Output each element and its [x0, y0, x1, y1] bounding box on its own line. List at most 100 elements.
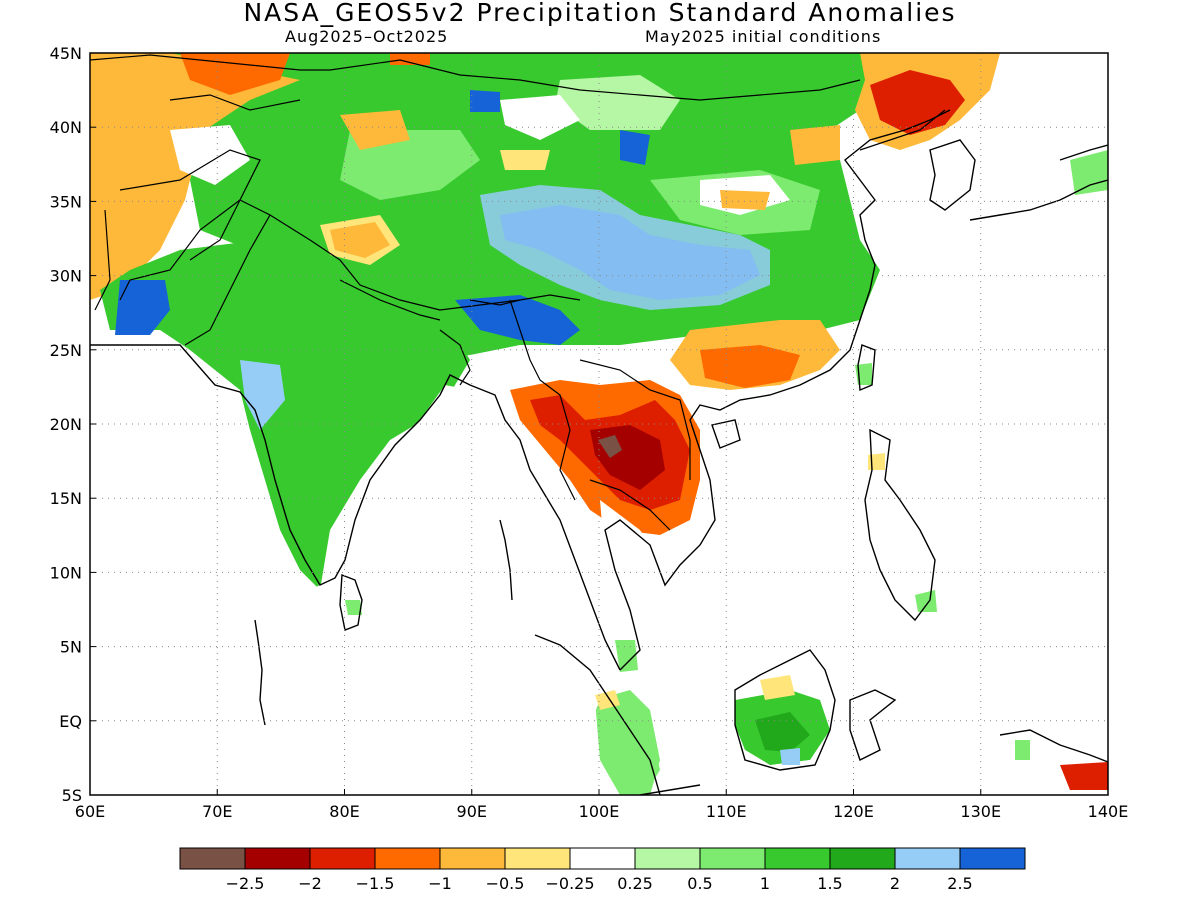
sumatra-field	[605, 700, 660, 795]
map-title: NASA_GEOS5v2 Precipitation Standard Anom…	[243, 0, 957, 27]
java-coast	[639, 784, 701, 795]
lon-tick-label: 70E	[202, 802, 232, 821]
anomaly-region-india-wet	[100, 240, 470, 590]
sumatra-coast	[534, 634, 661, 795]
border-china-korea	[859, 109, 946, 151]
new-guinea-coast	[999, 729, 1108, 763]
border-kazakh	[90, 54, 330, 71]
india-coast	[90, 344, 621, 671]
anomaly-region-neutral-1	[500, 95, 580, 140]
legend-label: −2.5	[226, 874, 265, 893]
legend-swatch	[699, 847, 766, 870]
borneo-wet-core	[755, 712, 810, 752]
maldives	[254, 619, 266, 726]
legend-label: 2	[890, 874, 900, 893]
bay-of-bengal	[330, 385, 600, 795]
legend-swatch	[309, 847, 376, 870]
lat-tick-label: 20N	[50, 415, 82, 434]
legend-label: −1	[428, 874, 452, 893]
lon-tick-label: 140E	[1088, 802, 1129, 821]
lat-tick-label: 15N	[50, 489, 82, 508]
andaman	[499, 519, 513, 601]
border-india-china	[269, 214, 581, 311]
lon-tick-label: 60E	[75, 802, 105, 821]
anomaly-region-light-wet-3	[555, 75, 680, 130]
legend-label: 1.5	[817, 874, 842, 893]
gridlines	[90, 53, 1108, 795]
legend-label: 0.5	[687, 874, 712, 893]
anomaly-region-mongolia-wet	[620, 130, 650, 165]
korea-coast	[929, 139, 976, 211]
lat-tick-label: 25N	[50, 341, 82, 360]
philippines-wet	[915, 590, 937, 612]
borneo-wet-blue	[780, 748, 800, 765]
lon-tick-label: 130E	[960, 802, 1001, 821]
hainan-coast	[711, 419, 741, 449]
anomaly-region-tibet-wet-edge	[480, 185, 770, 310]
anomaly-region-north-wet	[470, 90, 500, 112]
java-sea	[660, 750, 860, 795]
border-thailand-cambodia	[589, 479, 671, 531]
legend-label: −0.25	[545, 874, 594, 893]
border-india-pakistan	[184, 199, 271, 346]
legend-swatch	[894, 847, 961, 870]
anomaly-region-dry-spot-6	[790, 125, 840, 165]
initial-conditions: May2025 initial conditions	[645, 27, 882, 46]
japan-coast	[969, 179, 1108, 221]
lat-tick-label: 40N	[50, 118, 82, 137]
anomaly-region-himalaya-wet	[455, 295, 580, 345]
anomaly-region-korea-dry-core	[870, 70, 965, 135]
legend-label: −1.5	[356, 874, 395, 893]
border-bangladesh	[439, 329, 471, 386]
border-myanmar	[509, 299, 576, 501]
lon-tick-label: 120E	[833, 802, 874, 821]
country-borders	[90, 54, 946, 531]
anomaly-region-west-asia-dry	[90, 53, 330, 300]
forecast-period: Aug2025–Oct2025	[285, 27, 449, 46]
border-china-mongolia	[329, 59, 861, 101]
indochina-coast	[604, 109, 951, 671]
legend-swatch	[764, 847, 831, 870]
anomaly-region-dry-spot-3	[340, 110, 410, 150]
lat-tick-label: 45N	[50, 44, 82, 63]
lon-tick-label: 80E	[329, 802, 359, 821]
lon-tick-label: 100E	[579, 802, 620, 821]
legend-swatch	[829, 847, 896, 870]
legend-swatch	[374, 847, 441, 870]
legend-swatch	[504, 847, 571, 870]
sulawesi-coast	[849, 689, 897, 761]
lat-tick-label: 35N	[50, 192, 82, 211]
lat-tick-label: 5S	[62, 786, 82, 805]
lat-tick-label: 30N	[50, 267, 82, 286]
legend-swatch	[569, 847, 636, 870]
border-nepal	[339, 279, 441, 321]
pacific-east	[1000, 53, 1108, 150]
anomaly-region-dry-spot-2	[330, 222, 390, 258]
borneo-coast	[734, 649, 836, 771]
anomaly-region-northwest-dry	[180, 53, 290, 95]
legend-label: 0.25	[617, 874, 653, 893]
lat-tick-label: 5N	[60, 638, 82, 657]
legend-label: 2.5	[947, 874, 972, 893]
png-field	[1062, 765, 1108, 788]
anomaly-region-pakistan-wet	[115, 280, 170, 335]
philippines-coast	[864, 428, 936, 622]
legend-swatch	[179, 847, 246, 870]
png-wet	[1015, 740, 1030, 760]
lat-tick-label: 10N	[50, 563, 82, 582]
border-bhutan	[469, 299, 521, 306]
sri-lanka-wet	[345, 600, 362, 615]
border-laos-vietnam	[579, 359, 691, 480]
anomaly-region-neutral-3	[170, 125, 250, 185]
island-anomalies	[345, 150, 1108, 795]
arabian-sea	[90, 345, 350, 795]
lon-tick-label: 110E	[706, 802, 747, 821]
anomaly-region-dry-spot-5	[720, 190, 770, 210]
anomaly-region-indochina-extreme	[598, 435, 622, 458]
legend-label: −0.5	[486, 874, 525, 893]
lon-axis: 60E 70E 80E 90E 100E 110E 120E 130E 140E	[75, 789, 1129, 821]
border-central-asia	[169, 94, 301, 111]
malaya-wet	[615, 640, 638, 672]
lat-tick-label: EQ	[59, 712, 82, 731]
legend-swatch	[634, 847, 701, 870]
